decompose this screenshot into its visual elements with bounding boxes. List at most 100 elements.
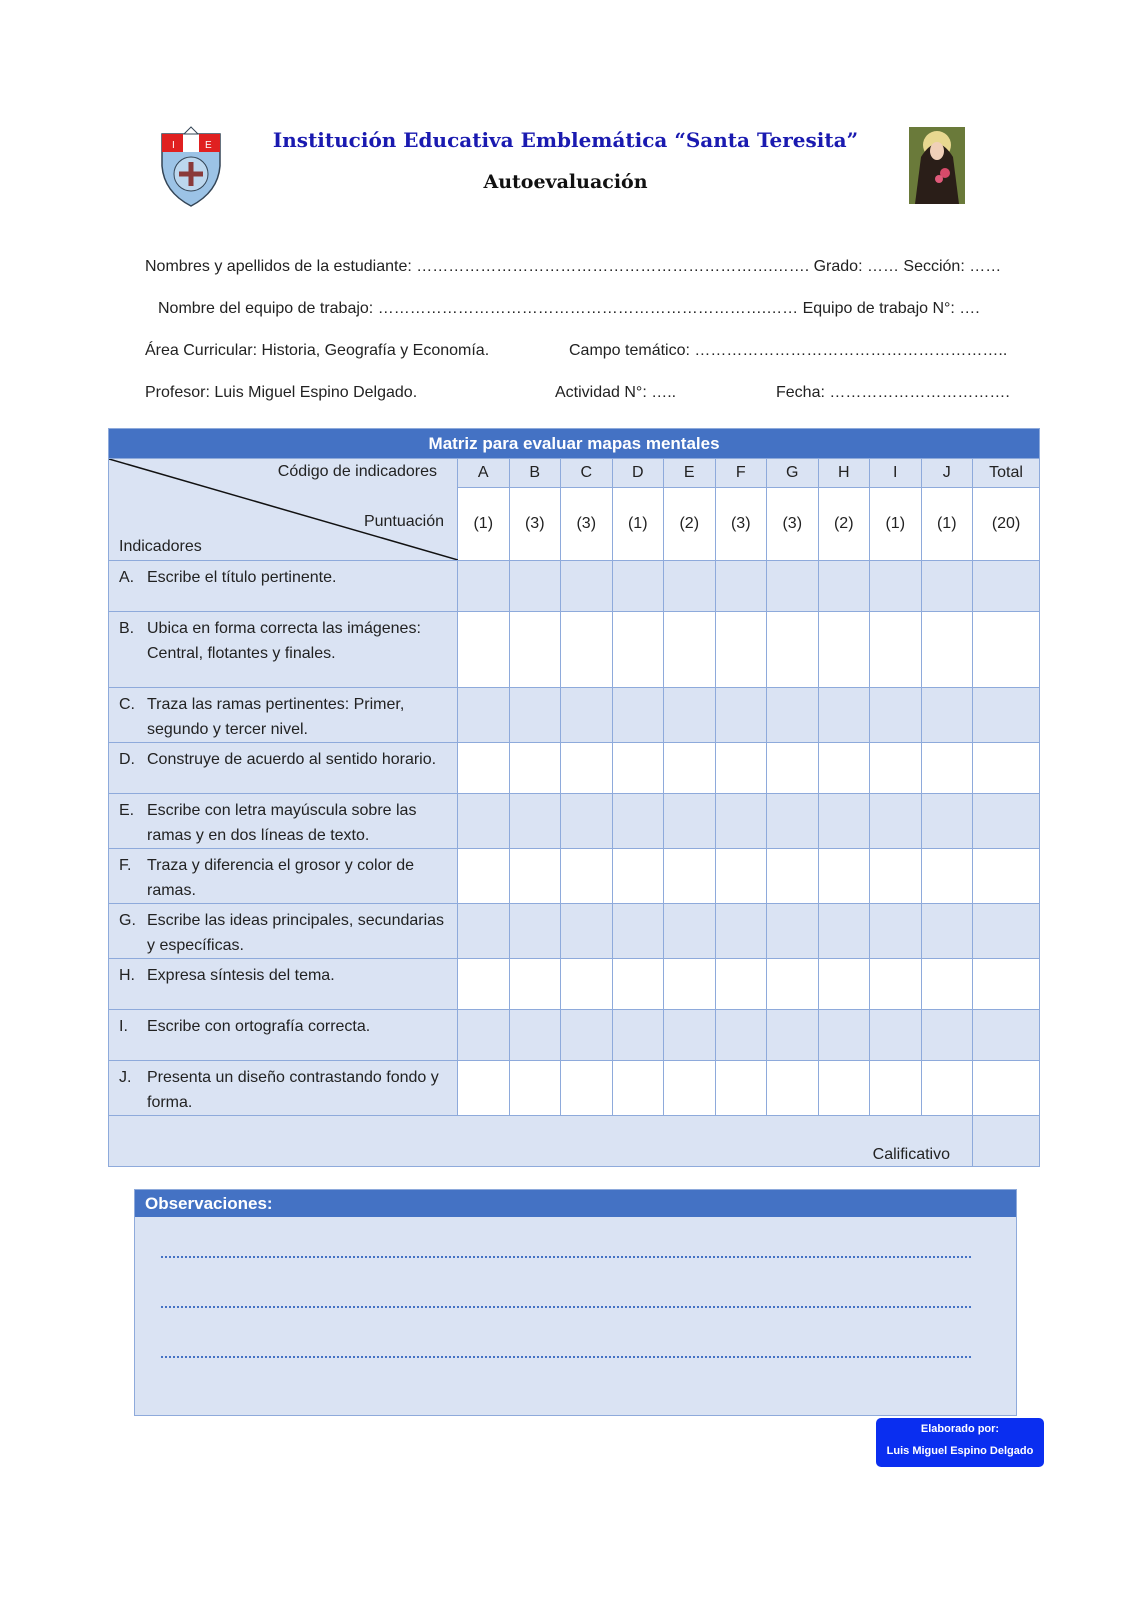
score-input-cell[interactable]: [663, 1060, 716, 1116]
score-input-cell[interactable]: [817, 1060, 870, 1116]
score-input-cell[interactable]: [714, 903, 767, 959]
score-input-cell[interactable]: [817, 687, 870, 743]
score-input-cell[interactable]: [920, 742, 973, 794]
score-input-cell[interactable]: [508, 903, 561, 959]
score-input-cell[interactable]: [663, 611, 716, 688]
score-input-cell[interactable]: [920, 793, 973, 849]
score-input-cell[interactable]: [457, 903, 510, 959]
score-input-cell[interactable]: [920, 560, 973, 612]
score-input-cell[interactable]: [766, 742, 819, 794]
score-input-cell[interactable]: [817, 903, 870, 959]
score-input-cell[interactable]: [457, 687, 510, 743]
score-input-cell[interactable]: [766, 1009, 819, 1061]
score-input-cell[interactable]: [971, 958, 1041, 1010]
score-input-cell[interactable]: [508, 958, 561, 1010]
score-input-cell[interactable]: [714, 742, 767, 794]
score-input-cell[interactable]: [457, 611, 510, 688]
score-input-cell[interactable]: [611, 1060, 664, 1116]
thematic-field-line[interactable]: Campo temático: …………………………………………………..: [569, 342, 1008, 359]
score-input-cell[interactable]: [971, 742, 1041, 794]
score-input-cell[interactable]: [817, 793, 870, 849]
score-input-cell[interactable]: [714, 848, 767, 904]
score-input-cell[interactable]: [766, 958, 819, 1010]
score-input-cell[interactable]: [560, 1009, 613, 1061]
score-input-cell[interactable]: [869, 903, 922, 959]
score-input-cell[interactable]: [766, 1060, 819, 1116]
score-input-cell[interactable]: [817, 560, 870, 612]
observation-line[interactable]: [161, 1306, 971, 1308]
student-name-line[interactable]: Nombres y apellidos de la estudiante: ………: [145, 258, 1002, 275]
score-input-cell[interactable]: [508, 1009, 561, 1061]
score-input-cell[interactable]: [508, 611, 561, 688]
score-input-cell[interactable]: [971, 611, 1041, 688]
score-input-cell[interactable]: [971, 848, 1041, 904]
team-name-line[interactable]: Nombre del equipo de trabajo: ……………………………: [158, 300, 980, 317]
score-input-cell[interactable]: [560, 958, 613, 1010]
score-input-cell[interactable]: [766, 687, 819, 743]
score-input-cell[interactable]: [508, 793, 561, 849]
score-input-cell[interactable]: [920, 848, 973, 904]
score-input-cell[interactable]: [611, 793, 664, 849]
score-input-cell[interactable]: [971, 687, 1041, 743]
score-input-cell[interactable]: [766, 793, 819, 849]
grade-input-cell[interactable]: [971, 1115, 1041, 1167]
score-input-cell[interactable]: [869, 611, 922, 688]
score-input-cell[interactable]: [663, 793, 716, 849]
score-input-cell[interactable]: [817, 742, 870, 794]
score-input-cell[interactable]: [920, 687, 973, 743]
score-input-cell[interactable]: [920, 958, 973, 1010]
score-input-cell[interactable]: [869, 848, 922, 904]
score-input-cell[interactable]: [714, 1060, 767, 1116]
score-input-cell[interactable]: [560, 848, 613, 904]
score-input-cell[interactable]: [920, 1009, 973, 1061]
date-line[interactable]: Fecha: …………………………….: [776, 384, 1010, 401]
score-input-cell[interactable]: [611, 903, 664, 959]
score-input-cell[interactable]: [611, 1009, 664, 1061]
observation-line[interactable]: [161, 1356, 971, 1358]
score-input-cell[interactable]: [714, 687, 767, 743]
score-input-cell[interactable]: [869, 1060, 922, 1116]
score-input-cell[interactable]: [560, 560, 613, 612]
score-input-cell[interactable]: [457, 1009, 510, 1061]
score-input-cell[interactable]: [766, 903, 819, 959]
score-input-cell[interactable]: [920, 611, 973, 688]
score-input-cell[interactable]: [560, 1060, 613, 1116]
score-input-cell[interactable]: [714, 611, 767, 688]
score-input-cell[interactable]: [508, 848, 561, 904]
score-input-cell[interactable]: [457, 742, 510, 794]
score-input-cell[interactable]: [560, 742, 613, 794]
score-input-cell[interactable]: [611, 848, 664, 904]
score-input-cell[interactable]: [457, 958, 510, 1010]
score-input-cell[interactable]: [611, 560, 664, 612]
score-input-cell[interactable]: [869, 1009, 922, 1061]
score-input-cell[interactable]: [663, 1009, 716, 1061]
score-input-cell[interactable]: [560, 793, 613, 849]
score-input-cell[interactable]: [560, 611, 613, 688]
score-input-cell[interactable]: [663, 958, 716, 1010]
score-input-cell[interactable]: [611, 958, 664, 1010]
score-input-cell[interactable]: [766, 611, 819, 688]
score-input-cell[interactable]: [869, 958, 922, 1010]
score-input-cell[interactable]: [508, 742, 561, 794]
score-input-cell[interactable]: [817, 958, 870, 1010]
observation-line[interactable]: [161, 1256, 971, 1258]
score-input-cell[interactable]: [766, 848, 819, 904]
score-input-cell[interactable]: [817, 1009, 870, 1061]
score-input-cell[interactable]: [663, 903, 716, 959]
score-input-cell[interactable]: [971, 1009, 1041, 1061]
score-input-cell[interactable]: [611, 742, 664, 794]
score-input-cell[interactable]: [714, 793, 767, 849]
activity-number-line[interactable]: Actividad N°: …..: [555, 384, 677, 401]
score-input-cell[interactable]: [508, 1060, 561, 1116]
score-input-cell[interactable]: [766, 560, 819, 612]
score-input-cell[interactable]: [714, 958, 767, 1010]
score-input-cell[interactable]: [971, 1060, 1041, 1116]
score-input-cell[interactable]: [817, 848, 870, 904]
score-input-cell[interactable]: [971, 560, 1041, 612]
score-input-cell[interactable]: [714, 1009, 767, 1061]
score-input-cell[interactable]: [971, 793, 1041, 849]
score-input-cell[interactable]: [663, 742, 716, 794]
score-input-cell[interactable]: [920, 903, 973, 959]
score-input-cell[interactable]: [971, 903, 1041, 959]
score-input-cell[interactable]: [817, 611, 870, 688]
